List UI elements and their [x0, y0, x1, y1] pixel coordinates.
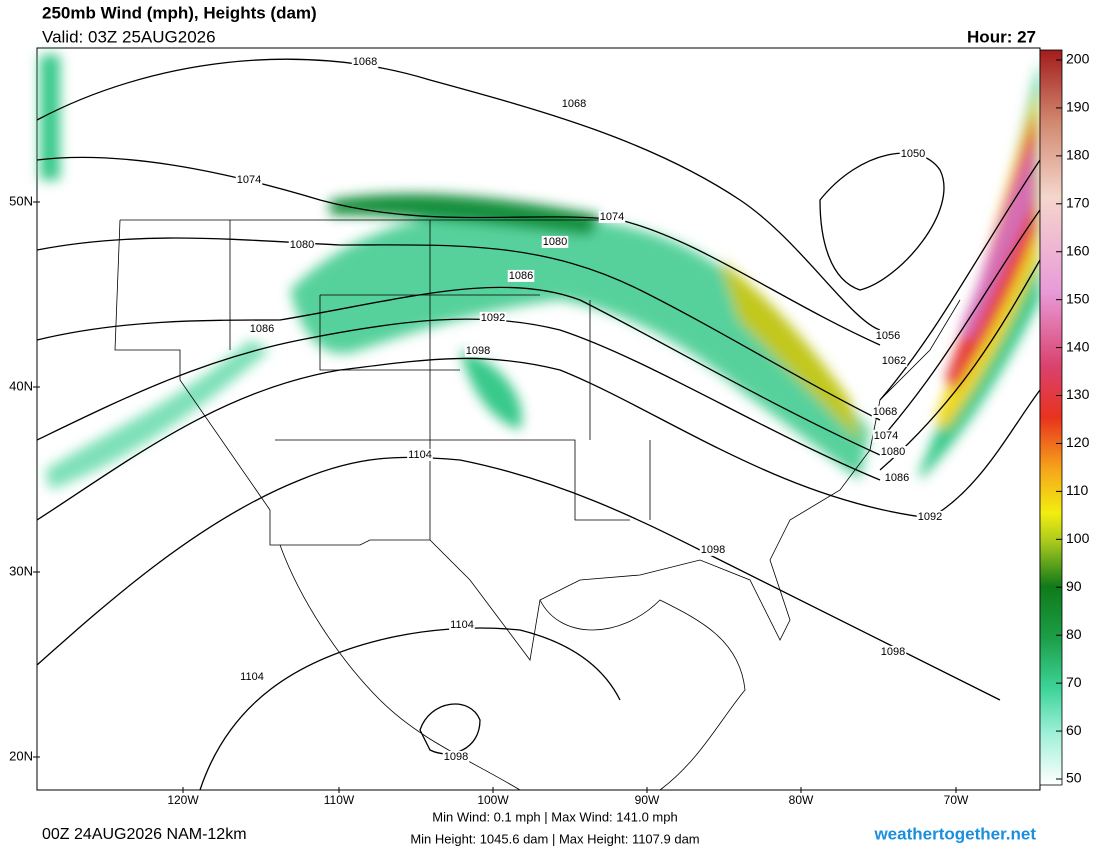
contour-label-bg — [407, 448, 433, 461]
contour-label: 1086 — [509, 270, 533, 282]
contour-label-bg — [880, 354, 908, 367]
colorbar-label: 170 — [1066, 195, 1090, 211]
colorbar-label: 190 — [1066, 99, 1090, 115]
colorbar-label: 70 — [1066, 674, 1082, 690]
contour-label: 1050 — [901, 148, 925, 160]
contour-label-bg — [598, 210, 626, 223]
model-run: 00Z 24AUG2026 NAM-12km — [42, 826, 247, 843]
contour-label: 1104 — [450, 619, 474, 631]
valid-time: Valid: 03Z 25AUG2026 — [42, 27, 216, 46]
colorbar — [1039, 49, 1063, 786]
contour-label-bg — [248, 322, 276, 335]
height-contours — [36, 58, 1041, 791]
lon-label: 80W — [789, 793, 814, 807]
contour-label-bg — [899, 147, 927, 160]
lat-label: 20N — [9, 748, 33, 763]
contour-label-bg — [507, 269, 535, 282]
colorbar-label: 60 — [1066, 722, 1082, 738]
map-title: 250mb Wind (mph), Heights (dam) — [42, 3, 317, 22]
contour-label: 1068 — [562, 98, 586, 110]
borders — [114, 219, 961, 791]
height-stats: Min Height: 1045.6 dam | Max Height: 110… — [410, 831, 699, 846]
lon-label: 90W — [635, 793, 660, 807]
contour-label: 1074 — [874, 430, 898, 442]
contour-label: 1092 — [918, 511, 942, 523]
lon-label: 110W — [324, 793, 355, 807]
colorbar-label: 120 — [1066, 434, 1090, 450]
colorbar-label: 110 — [1066, 482, 1089, 498]
lat-label: 50N — [9, 193, 33, 208]
contour-label: 1080 — [543, 236, 567, 248]
contour-label: 1074 — [600, 211, 624, 223]
contour-label-bg — [235, 173, 263, 186]
contour-label: 1074 — [237, 174, 261, 186]
colorbar-label: 180 — [1066, 147, 1090, 163]
colorbar-label: 130 — [1066, 386, 1090, 402]
contour-label-bg — [351, 55, 379, 68]
contour-label-bg — [541, 235, 569, 248]
contour-label: 1098 — [701, 544, 725, 556]
contour-label: 1104 — [408, 449, 432, 461]
wind-stats: Min Wind: 0.1 mph | Max Wind: 141.0 mph — [432, 809, 677, 824]
contour-label-bg — [464, 344, 492, 357]
contour-label-bg — [449, 618, 475, 631]
contour-label: 1068 — [353, 56, 377, 68]
contour-label-bg — [872, 429, 900, 442]
contour-label: 1092 — [481, 312, 505, 324]
colorbar-label: 200 — [1066, 51, 1090, 67]
forecast-hour: Hour: 27 — [967, 27, 1036, 46]
map-frame — [36, 47, 1041, 791]
contour-label: 1068 — [873, 406, 897, 418]
contour-label: 1056 — [876, 330, 900, 342]
map — [36, 47, 1041, 791]
colorbar-label: 90 — [1066, 578, 1082, 594]
lat-label: 30N — [9, 563, 33, 578]
contour-label-bg — [239, 670, 265, 683]
colorbar-label: 80 — [1066, 626, 1082, 642]
colorbar-label: 140 — [1066, 338, 1090, 354]
site-name: weathertogether.net — [873, 824, 1036, 843]
lon-label: 120W — [167, 793, 199, 807]
contour-label-bg — [442, 750, 470, 763]
colorbar-label: 50 — [1066, 770, 1082, 786]
contour-label-bg — [479, 311, 507, 324]
contour-label: 1098 — [444, 751, 468, 763]
contour-label-bg — [699, 543, 727, 556]
contour-label-bg — [883, 471, 911, 484]
contour-label-bg — [560, 97, 588, 110]
contour-label-bg — [871, 405, 899, 418]
colorbar-label: 100 — [1066, 530, 1090, 546]
lon-label: 70W — [944, 793, 969, 807]
contour-label-bg — [916, 510, 944, 523]
contour-label: 1086 — [885, 472, 909, 484]
contour-label: 1080 — [290, 239, 314, 251]
contour-label: 1098 — [466, 345, 490, 357]
contour-label: 1104 — [240, 671, 264, 683]
lon-label: 100W — [477, 793, 509, 807]
colorbar-label: 150 — [1066, 290, 1090, 306]
contour-label: 1080 — [881, 446, 905, 458]
colorbar-label: 160 — [1066, 242, 1090, 258]
contour-label-bg — [288, 238, 316, 251]
contour-label: 1086 — [250, 323, 274, 335]
lat-label: 40N — [9, 378, 33, 393]
contour-label: 1062 — [882, 355, 906, 367]
contour-label-bg — [879, 645, 907, 658]
contour-label-bg — [879, 445, 907, 458]
contour-label-bg — [874, 329, 902, 342]
contour-label: 1098 — [881, 646, 905, 658]
